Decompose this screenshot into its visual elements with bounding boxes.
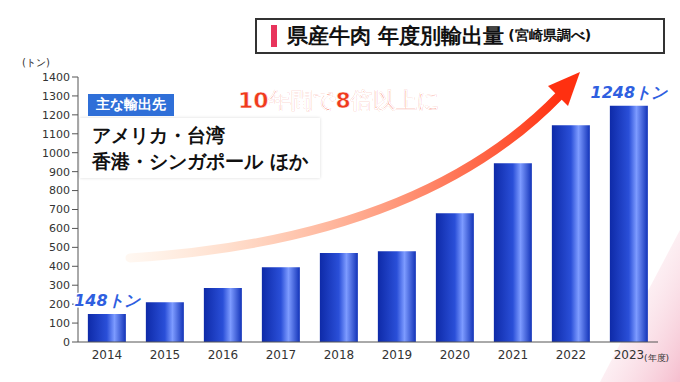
svg-text:1300: 1300 [42,90,70,103]
svg-text:100: 100 [49,317,70,330]
html-text:(年度): (年度) [644,353,669,363]
svg-text:2014: 2014 [92,348,123,362]
svg-text:900: 900 [49,166,70,179]
svg-text:2021: 2021 [498,348,529,362]
svg-text:1400: 1400 [42,71,70,84]
html-text:県産牛肉 年度別輸出量(宮崎県調べ): 県産牛肉 年度別輸出量(宮崎県調べ) [287,24,592,48]
svg-text:500: 500 [49,241,70,254]
svg-text:2017: 2017 [266,348,297,362]
svg-text:2022: 2022 [556,348,587,362]
svg-text:700: 700 [49,203,70,216]
svg-text:300: 300 [49,279,70,292]
svg-text:2023: 2023 [614,348,645,362]
html-text:香港・シンガポール ほか: 香港・シンガポール ほか [92,150,308,172]
svg-text:1000: 1000 [42,147,70,160]
svg-text:600: 600 [49,222,70,235]
svg-text:200: 200 [49,298,70,311]
svg-text:400: 400 [49,260,70,273]
svg-text:2020: 2020 [440,348,471,362]
svg-text:2015: 2015 [150,348,181,362]
svg-text:0: 0 [63,336,70,349]
svg-text:2016: 2016 [208,348,239,362]
html-text:10年間で8倍以上に: 10年間で8倍以上に [238,88,440,113]
svg-text:800: 800 [49,184,70,197]
html-text:アメリカ・台湾: アメリカ・台湾 [92,124,225,146]
svg-text:2019: 2019 [382,348,413,362]
html-text:(トン): (トン) [22,57,50,68]
svg-text:148トン: 148トン [74,291,140,310]
svg-text:2018: 2018 [324,348,355,362]
svg-text:1200: 1200 [42,109,70,122]
svg-text:1248トン: 1248トン [591,83,669,102]
svg-text:1100: 1100 [42,128,70,141]
html-text:主な輸出先: 主な輸出先 [96,96,166,112]
